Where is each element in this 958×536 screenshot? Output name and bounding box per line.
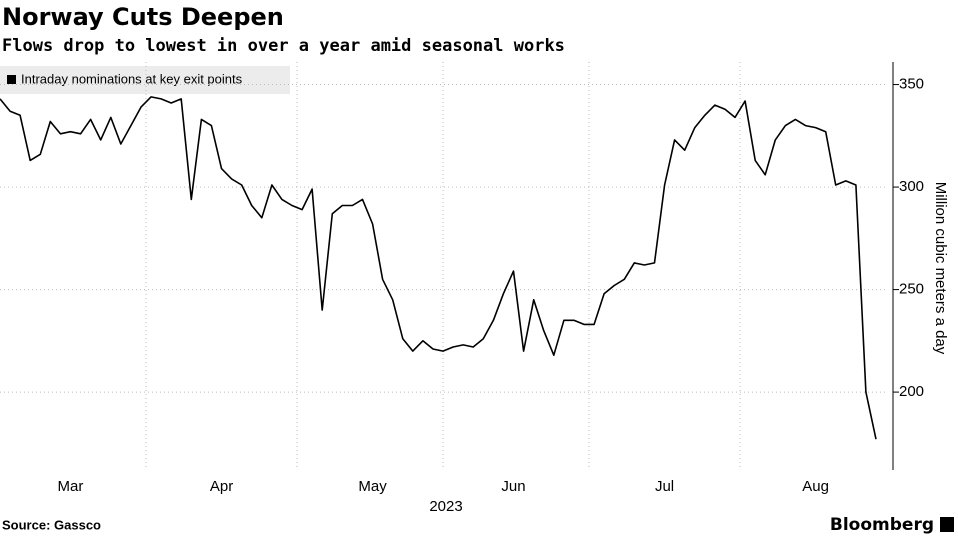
chart-title: Norway Cuts Deepen (2, 3, 284, 31)
brand: Bloomberg (830, 515, 934, 535)
y-tick-label: 200 (899, 383, 924, 400)
legend-label: Intraday nominations at key exit points (21, 71, 243, 86)
x-tick-label: Mar (58, 478, 84, 495)
x-tick-label: Aug (802, 478, 829, 495)
x-tick-label: Apr (210, 478, 233, 495)
legend-box (0, 66, 290, 94)
y-axis-label: Million cubic meters a day (932, 182, 949, 355)
y-tick-label: 300 (899, 178, 924, 195)
y-tick-label: 250 (899, 281, 924, 298)
brand-icon (940, 517, 954, 532)
series-line (0, 96, 877, 440)
legend-swatch (7, 75, 16, 84)
x-tick-label: May (358, 478, 387, 495)
x-tick-label: Jun (501, 478, 525, 495)
chart-subtitle: Flows drop to lowest in over a year amid… (2, 36, 565, 56)
x-tick-label: Jul (655, 478, 674, 495)
x-axis-label: 2023 (429, 498, 462, 515)
y-tick-label: 350 (899, 76, 924, 93)
source: Source: Gassco (2, 517, 101, 532)
